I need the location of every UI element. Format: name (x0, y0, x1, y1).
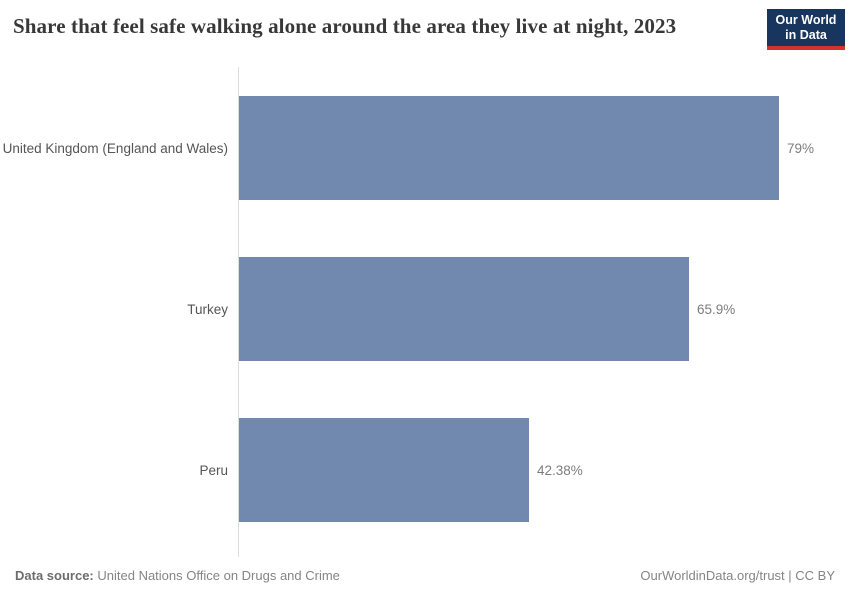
category-label: Peru (199, 462, 228, 478)
attribution-link[interactable]: OurWorldinData.org/trust | CC BY (640, 568, 835, 583)
y-axis-line (238, 67, 239, 557)
value-label: 65.9% (697, 301, 736, 317)
bar[interactable] (239, 418, 529, 522)
data-source-label: Data source: (15, 568, 94, 583)
bar[interactable] (239, 96, 779, 200)
bar-row: Turkey 65.9% (0, 257, 850, 361)
bar[interactable] (239, 257, 689, 361)
chart-title: Share that feel safe walking alone aroun… (13, 14, 677, 38)
data-source-value: United Nations Office on Drugs and Crime (97, 568, 340, 583)
value-label: 79% (787, 140, 815, 156)
category-label: Turkey (187, 301, 228, 317)
owid-logo-line1: Our World (775, 12, 837, 27)
bar-row: Peru 42.38% (0, 418, 850, 522)
bar-row: United Kingdom (England and Wales) 79% (0, 96, 850, 200)
chart-footer: Data source: United Nations Office on Dr… (15, 568, 835, 583)
category-label: United Kingdom (England and Wales) (2, 140, 228, 156)
value-label: 42.38% (537, 462, 583, 478)
data-source: Data source: United Nations Office on Dr… (15, 568, 340, 583)
owid-logo-line2: in Data (785, 27, 827, 42)
owid-logo: Our World in Data (767, 9, 845, 50)
